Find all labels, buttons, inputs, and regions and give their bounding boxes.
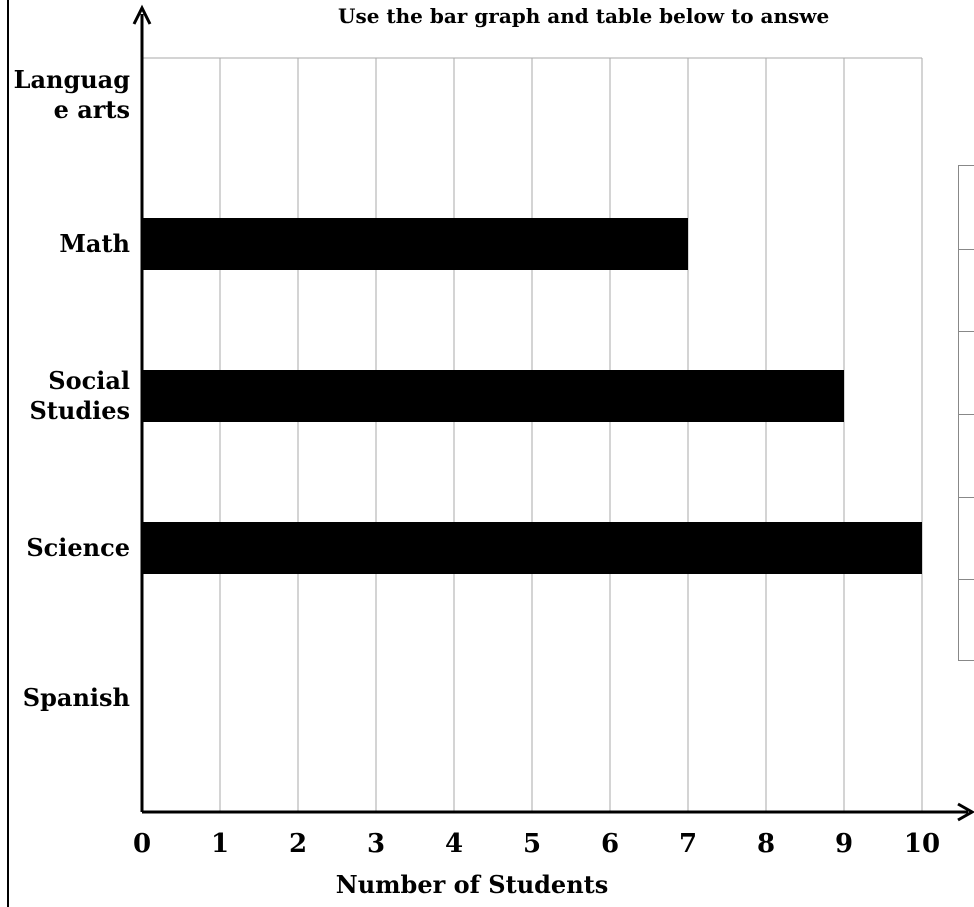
x-tick-label: 1 <box>211 829 229 859</box>
category-label-line: Math <box>59 229 130 258</box>
category-label-line: Spanish <box>23 683 130 712</box>
side-table-row-divider <box>959 579 974 581</box>
category-label: Science <box>26 533 130 562</box>
category-labels: Languag e arts Math Social Studies Science Spa… <box>14 65 131 712</box>
x-tick-label: 3 <box>367 829 385 859</box>
category-label: Languag e arts <box>14 65 131 124</box>
category-label-line: Social <box>48 366 130 395</box>
bars <box>142 218 922 574</box>
bar <box>142 370 844 422</box>
x-tick-label: 6 <box>601 829 619 859</box>
x-axis-arrow <box>957 802 974 822</box>
x-tick-label: 8 <box>757 829 775 859</box>
x-axis-label: Number of Students <box>336 870 608 899</box>
grid-lines <box>142 57 923 812</box>
side-table-row-divider <box>959 414 974 415</box>
x-tick-label: 4 <box>445 829 463 859</box>
side-table-row-divider <box>959 331 974 333</box>
x-tick-label: 2 <box>289 829 307 859</box>
x-tick-label: 0 <box>133 829 151 859</box>
category-label-line: e arts <box>54 95 130 124</box>
x-tick-label: 5 <box>523 829 541 859</box>
x-tick-label: 9 <box>835 829 853 859</box>
category-label-line: Studies <box>29 396 130 425</box>
side-table-row-divider <box>959 496 974 498</box>
category-label: Social Studies <box>29 366 130 425</box>
x-tick-label: 10 <box>904 829 940 859</box>
tick-labels: 0 1 2 3 4 5 6 7 8 9 10 <box>133 829 940 859</box>
category-label-line: Languag <box>14 65 131 94</box>
axes <box>132 4 974 822</box>
category-label: Spanish <box>23 683 130 712</box>
bar <box>142 522 922 574</box>
instruction-text: Use the bar graph and table below to ans… <box>338 4 830 28</box>
side-table <box>958 165 974 661</box>
side-table-row-divider <box>959 248 974 250</box>
page-border <box>7 0 9 907</box>
category-label-line: Science <box>26 533 130 562</box>
category-label: Math <box>59 229 130 258</box>
bar <box>142 218 688 270</box>
y-axis-arrow <box>132 4 152 25</box>
x-tick-label: 7 <box>679 829 697 859</box>
